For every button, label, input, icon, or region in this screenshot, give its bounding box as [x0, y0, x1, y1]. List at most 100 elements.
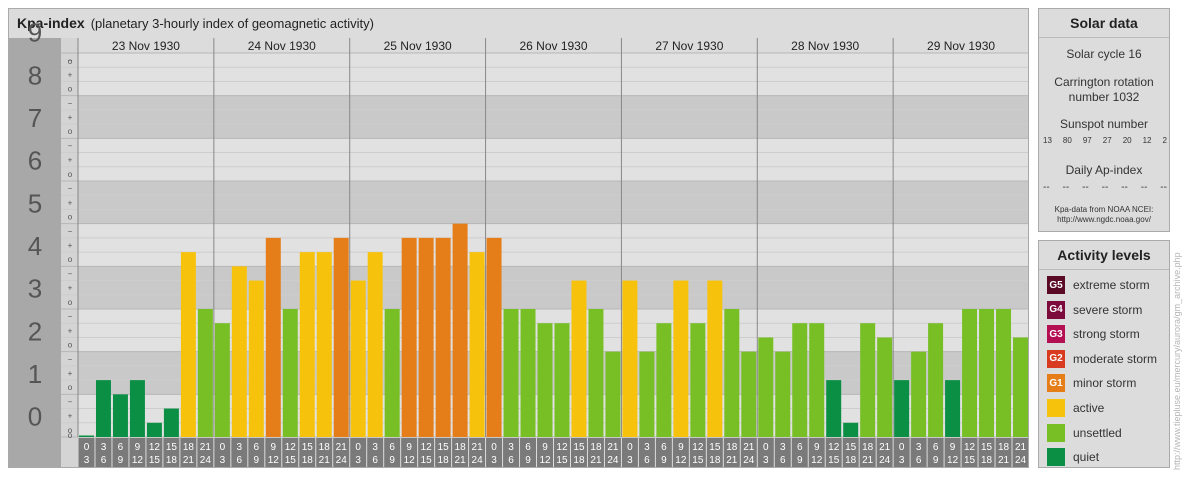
interval-end-label: 15 [556, 455, 568, 466]
thirds-label: o [68, 170, 73, 179]
y-tick-label: 2 [28, 316, 42, 346]
kp-bar [435, 237, 451, 437]
ap-value: -- [1160, 182, 1167, 193]
chart-title: Kpa-index (planetary 3-hourly index of ge… [17, 15, 374, 31]
carrington-line1: Carrington rotation [1054, 75, 1154, 89]
kp-band [9, 138, 1028, 181]
kp-bar [197, 309, 213, 437]
interval-end-label: 9 [525, 455, 531, 466]
solar-cycle: Solar cycle 16 [1066, 47, 1142, 61]
kp-band [9, 181, 1028, 224]
interval-cell [214, 438, 231, 467]
interval-cell [927, 438, 944, 467]
legend-item-moderate-storm: G2 moderate storm [1047, 349, 1157, 369]
interval-cell [621, 438, 638, 467]
interval-end-label: 12 [132, 455, 144, 466]
legend-label: minor storm [1073, 376, 1137, 391]
y-tick-label: 8 [28, 60, 42, 90]
interval-start-label: 12 [421, 442, 433, 453]
sunspot-value: 12 [1142, 136, 1152, 145]
kp-bar [282, 309, 298, 437]
thirds-label: + [68, 241, 73, 250]
interval-cell [265, 438, 282, 467]
kp-bar [673, 280, 689, 437]
kp-bar [707, 280, 723, 437]
interval-cell [469, 438, 486, 467]
interval-start-label: 9 [678, 442, 684, 453]
interval-cell [554, 438, 570, 467]
source-line1: Kpa-data from NOAA NCEI: [1054, 205, 1154, 214]
thirds-label: − [68, 397, 73, 406]
solar-data-panel: Solar data Solar cycle 16 Carrington rot… [1038, 8, 1170, 232]
kp-bar [690, 323, 706, 437]
interval-end-label: 18 [709, 455, 721, 466]
thirds-label: o [68, 57, 73, 66]
interval-end-label: 18 [166, 455, 178, 466]
kp-bar [996, 309, 1012, 437]
kp-chart-panel: Kpa-index (planetary 3-hourly index of ge… [8, 8, 1029, 468]
interval-cell [180, 438, 197, 467]
kp-bar [877, 337, 893, 437]
ap-label: Daily Ap-index [1065, 163, 1143, 177]
kp-bar [605, 351, 621, 437]
legend-item-strong-storm: G3 strong storm [1047, 324, 1140, 344]
kp-bar [129, 380, 145, 437]
interval-end-label: 9 [118, 455, 124, 466]
kp-bar [639, 351, 655, 437]
ap-value: -- [1062, 182, 1070, 193]
legend-label: moderate storm [1073, 351, 1158, 366]
interval-start-label: 9 [271, 442, 277, 453]
interval-end-label: 18 [438, 455, 450, 466]
interval-cell [231, 438, 248, 467]
sunspot-value: 2 [1162, 136, 1167, 145]
interval-end-label: 6 [508, 455, 514, 466]
thirds-label: o [68, 298, 73, 307]
interval-end-label: 24 [607, 455, 619, 466]
interval-end-label: 6 [780, 455, 786, 466]
interval-cell [452, 438, 469, 467]
interval-end-label: 3 [84, 455, 90, 466]
day-label: 26 Nov 1930 [519, 39, 587, 53]
interval-end-label: 9 [661, 455, 667, 466]
solar-data-title: Solar data [1039, 9, 1169, 38]
interval-cell [418, 438, 435, 467]
interval-end-label: 21 [183, 455, 195, 466]
day-label: 23 Nov 1930 [112, 39, 180, 53]
interval-start-label: 12 [149, 442, 161, 453]
interval-end-label: 21 [590, 455, 602, 466]
interval-cell [401, 438, 418, 467]
kp-bar [112, 394, 128, 437]
kp-band [9, 223, 1028, 267]
interval-start-label: 0 [627, 442, 633, 453]
interval-cell [672, 438, 689, 467]
interval-end-label: 18 [845, 455, 857, 466]
kp-bar [231, 266, 247, 437]
thirds-label: − [68, 227, 73, 236]
kp-bar [248, 280, 264, 437]
interval-end-label: 6 [101, 455, 107, 466]
kp-bar [979, 309, 995, 437]
thirds-label: − [68, 99, 73, 108]
interval-cell [95, 438, 112, 467]
interval-start-label: 12 [556, 442, 568, 453]
y-axis-column [9, 38, 61, 467]
y-tick-label: 7 [28, 103, 42, 133]
kp-bar [537, 323, 553, 437]
source-url[interactable]: http://www.ngdc.noaa.gov/ [1057, 215, 1151, 224]
legend-swatch [1047, 448, 1065, 467]
interval-end-label: 3 [220, 455, 226, 466]
legend-label: strong storm [1073, 327, 1140, 342]
legend-label: quiet [1073, 450, 1100, 465]
interval-start-label: 9 [814, 442, 820, 453]
interval-end-label: 9 [933, 455, 939, 466]
interval-start-label: 21 [743, 442, 755, 453]
interval-start-label: 15 [166, 442, 178, 453]
kp-bar [894, 380, 910, 437]
interval-start-label: 15 [709, 442, 721, 453]
interval-end-label: 12 [675, 455, 687, 466]
kp-bar [486, 237, 502, 437]
kp-bar [384, 309, 400, 437]
interval-end-label: 12 [811, 455, 823, 466]
interval-cell [944, 438, 961, 467]
kp-bar [758, 337, 774, 437]
